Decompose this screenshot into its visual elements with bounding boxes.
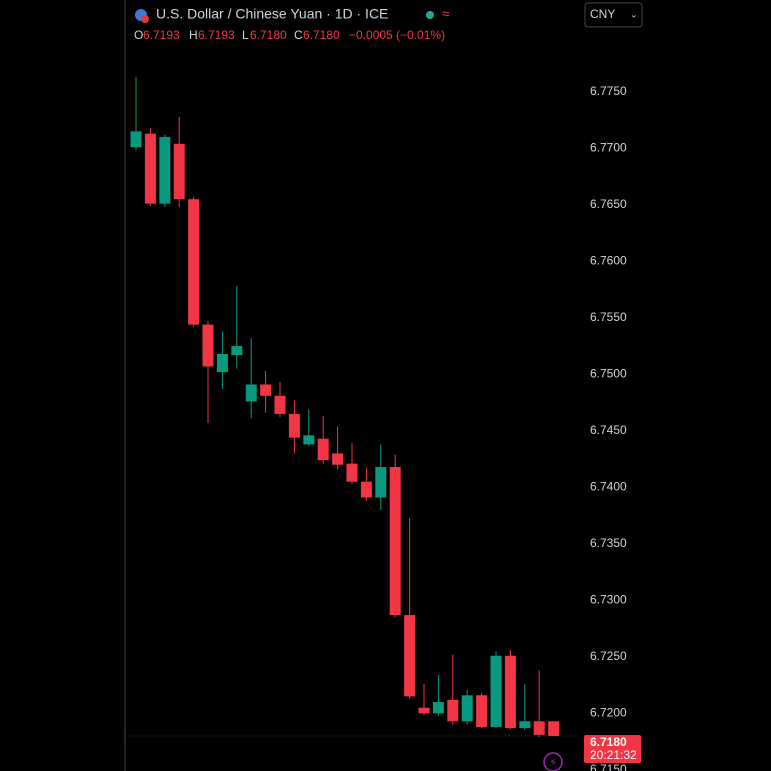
currency-label[interactable]: CNY: [590, 7, 615, 21]
candle-body: [404, 615, 416, 697]
y-tick-label: 6.7750: [590, 84, 627, 98]
y-tick-label: 6.7550: [590, 310, 627, 324]
open-value: 6.7193: [143, 28, 180, 42]
candle-body: [231, 346, 243, 356]
candle-body: [490, 655, 502, 727]
y-tick-label: 6.7500: [590, 367, 627, 381]
y-tick-label: 6.7600: [590, 253, 627, 267]
y-tick-label: 6.7350: [590, 536, 627, 550]
chart-title: U.S. Dollar / Chinese Yuan · 1D · ICE: [156, 6, 388, 22]
y-tick-label: 6.7650: [590, 197, 627, 211]
candle-body: [447, 699, 459, 722]
candle-body: [216, 353, 228, 373]
currency-button[interactable]: CNY ⌄: [584, 2, 643, 28]
candle-body: [375, 467, 387, 498]
candle-body: [389, 467, 401, 616]
status-icon: ≈: [442, 6, 450, 22]
candle-body: [188, 199, 200, 325]
currency-button-frame[interactable]: [584, 2, 643, 28]
candle-body: [432, 702, 444, 714]
ohlc-legend: O 6.7193 H 6.7193 L 6.7180 C 6.7180 −0.0…: [134, 28, 445, 42]
high-key: H: [189, 28, 198, 42]
y-tick-label: 6.7200: [590, 706, 627, 720]
plot: 6.7750 6.7700 6.7650 6.7600 6.7550 6.7500 6.74…: [125, 77, 641, 771]
candle-body: [317, 438, 329, 461]
candle-body: [130, 131, 142, 148]
candle-body: [548, 721, 560, 736]
flash-icon[interactable]: [543, 752, 563, 771]
candle-body: [245, 384, 257, 402]
countdown-label: 20:21:32: [590, 748, 637, 762]
candle-body: [461, 695, 473, 722]
currency-chevron[interactable]: ⌄: [630, 9, 638, 19]
last-price-box: [584, 734, 641, 763]
close-value: 6.7180: [303, 28, 340, 42]
y-tick-label: 6.7300: [590, 593, 627, 607]
candle-body: [144, 133, 156, 204]
close-key: C: [294, 28, 303, 42]
candle-body: [519, 721, 531, 729]
candle-body: [418, 707, 430, 714]
status-dot: [426, 11, 434, 19]
candle-body: [159, 137, 171, 204]
candle-body: [360, 481, 372, 498]
open-key: O: [134, 28, 143, 42]
candle-body: [346, 463, 358, 482]
low-value: 6.7180: [250, 28, 287, 42]
change-value: −0.0005 (−0.01%): [349, 28, 445, 42]
candle-body: [476, 695, 488, 727]
y-tick-label: 6.7250: [590, 649, 627, 663]
candle-body: [274, 395, 286, 414]
candle-body: [288, 413, 300, 438]
symbol-icon: [135, 9, 149, 23]
y-tick-label: 6.7400: [590, 480, 627, 494]
y-tick-label: 6.7700: [590, 140, 627, 154]
candle-body: [303, 435, 315, 445]
candle-body: [202, 324, 214, 367]
low-key: L: [242, 28, 249, 42]
candle-body: [533, 721, 545, 735]
high-value: 6.7193: [198, 28, 235, 42]
candle-body: [260, 384, 272, 396]
y-tick-label: 6.7150: [590, 762, 627, 771]
y-tick-label: 6.7450: [590, 423, 627, 437]
candle-body: [504, 655, 516, 729]
flash-glyph[interactable]: ⚡: [549, 757, 557, 769]
candle-body: [332, 453, 344, 465]
last-price-label: 6.7180: [590, 735, 627, 749]
candle-body: [173, 143, 185, 200]
